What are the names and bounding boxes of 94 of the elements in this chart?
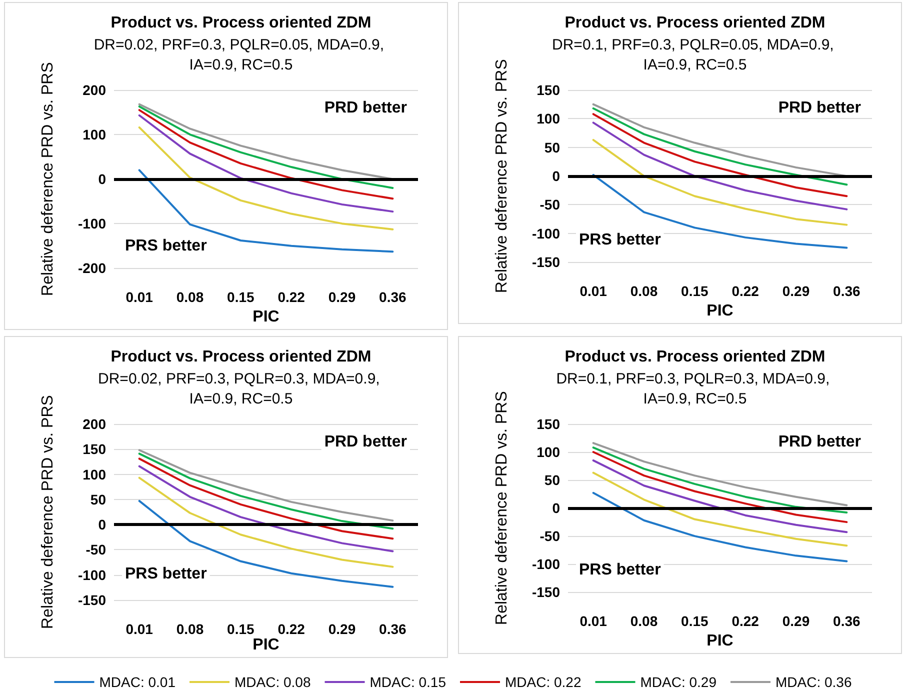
y-tick-label: 0 (98, 171, 106, 188)
y-axis-title: Relative deference PRD vs. PRS (40, 395, 56, 629)
line-series (592, 472, 848, 547)
chart-subtitle: DR=0.1, PRF=0.3, PQLR=0.05, MDA=0.9, IA=0.9, RC=0.5 (552, 36, 838, 74)
annotation: PRS better (125, 566, 207, 582)
x-tick-label: 0.22 (278, 289, 306, 306)
line-series (592, 492, 848, 562)
y-tick-label: -100 (78, 566, 106, 583)
y-tick-label: 200 (82, 416, 106, 432)
y-tick-label: -150 (78, 592, 106, 608)
y-tick-label: 150 (536, 416, 560, 432)
annotation: PRS better (125, 238, 207, 254)
chart-title: Product vs. Process oriented ZDM (110, 348, 372, 366)
x-tick-label: 0.22 (732, 613, 760, 630)
x-tick-label: 0.29 (782, 613, 810, 630)
line-series (138, 458, 394, 540)
y-axis-title: Relative deference PRD vs. PRS (494, 59, 510, 293)
x-tick-label: 0.22 (278, 621, 306, 637)
y-tick-label: -50 (540, 528, 560, 544)
x-tick-label: 0.08 (176, 621, 204, 637)
y-tick-label: -100 (532, 556, 560, 572)
chart-title: Product vs. Process oriented ZDM (564, 348, 826, 366)
x-axis-title: PIC (252, 636, 280, 654)
line-series (138, 476, 394, 568)
x-tick-label: 0.08 (630, 613, 658, 630)
y-tick-label: -200 (78, 260, 106, 276)
y-tick-label: 100 (82, 466, 106, 482)
x-tick-label: 0.29 (782, 283, 810, 300)
y-tick-label: 150 (82, 441, 106, 458)
x-axis-title: PIC (706, 632, 734, 650)
x-tick-label: 0.36 (833, 613, 861, 630)
y-tick-label: -150 (532, 584, 560, 600)
x-axis-title: PIC (706, 302, 734, 320)
y-tick-label: 150 (536, 82, 560, 98)
line-series (138, 114, 394, 213)
y-tick-label: 0 (552, 500, 560, 516)
y-tick-label: 50 (544, 139, 560, 156)
legend-label: MDAC: 0.22 (505, 674, 582, 690)
x-axis-title: PIC (252, 308, 280, 326)
y-tick-label: -50 (86, 542, 106, 558)
legend-label: MDAC: 0.08 (234, 674, 311, 690)
x-tick-label: 0.36 (833, 283, 861, 300)
x-tick-label: 0.15 (227, 289, 255, 306)
annotation: PRD better (324, 434, 408, 450)
y-tick-label: 100 (536, 110, 560, 127)
x-tick-label: 0.15 (681, 283, 709, 300)
y-tick-label: -100 (78, 216, 106, 232)
y-tick-label: 0 (98, 516, 106, 533)
chart-subtitle: DR=0.02, PRF=0.3, PQLR=0.3, MDA=0.9, IA=0.9, RC=0.5 (98, 370, 384, 408)
annotation: PRS better (579, 562, 661, 578)
y-tick-label: 50 (544, 472, 560, 488)
x-tick-label: 0.22 (732, 283, 760, 300)
x-tick-label: 0.01 (126, 289, 154, 306)
chart-subtitle: DR=0.02, PRF=0.3, PQLR=0.05, MDA=0.9, IA=0.9, RC=0.5 (94, 36, 388, 74)
x-tick-label: 0.15 (681, 613, 709, 630)
y-tick-label: 200 (82, 82, 106, 98)
y-tick-label: 50 (90, 491, 106, 508)
x-tick-label: 0.01 (126, 621, 154, 637)
y-tick-label: -150 (532, 254, 560, 270)
x-tick-label: 0.08 (176, 289, 204, 306)
y-axis-title: Relative deference PRD vs. PRS (40, 62, 56, 296)
annotation: PRD better (778, 100, 862, 116)
line-series (592, 459, 848, 534)
x-tick-label: 0.36 (379, 289, 407, 306)
chart-title: Product vs. Process oriented ZDM (564, 14, 826, 32)
chart-subtitle: DR=0.1, PRF=0.3, PQLR=0.3, MDA=0.9, IA=0.9, RC=0.5 (556, 370, 834, 408)
line-series (592, 446, 848, 514)
legend-label: MDAC: 0.36 (775, 674, 852, 690)
x-tick-label: 0.08 (630, 283, 658, 300)
line-series (592, 451, 848, 524)
y-tick-label: -100 (532, 225, 560, 242)
line-series (592, 113, 848, 198)
x-tick-label: 0.01 (580, 613, 608, 630)
y-tick-label: 100 (82, 126, 106, 143)
y-tick-label: -50 (540, 196, 560, 213)
x-tick-label: 0.36 (379, 621, 407, 637)
legend-label: MDAC: 0.29 (640, 674, 717, 690)
legend-label: MDAC: 0.01 (99, 674, 176, 690)
x-tick-label: 0.29 (328, 289, 356, 306)
legend-label: MDAC: 0.15 (370, 674, 446, 690)
y-axis-title: Relative deference PRD vs. PRS (494, 391, 510, 625)
y-tick-label: 100 (536, 444, 560, 460)
annotation: PRD better (778, 434, 862, 450)
line-series (592, 138, 848, 226)
x-tick-label: 0.29 (328, 621, 356, 637)
annotation: PRS better (579, 232, 661, 248)
annotation: PRD better (324, 100, 408, 116)
line-series (592, 122, 848, 210)
y-tick-label: 0 (552, 168, 560, 184)
line-series (138, 126, 394, 230)
x-tick-label: 0.01 (580, 283, 608, 300)
line-series (138, 465, 394, 552)
x-tick-label: 0.15 (227, 621, 255, 637)
chart-title: Product vs. Process oriented ZDM (110, 14, 372, 32)
